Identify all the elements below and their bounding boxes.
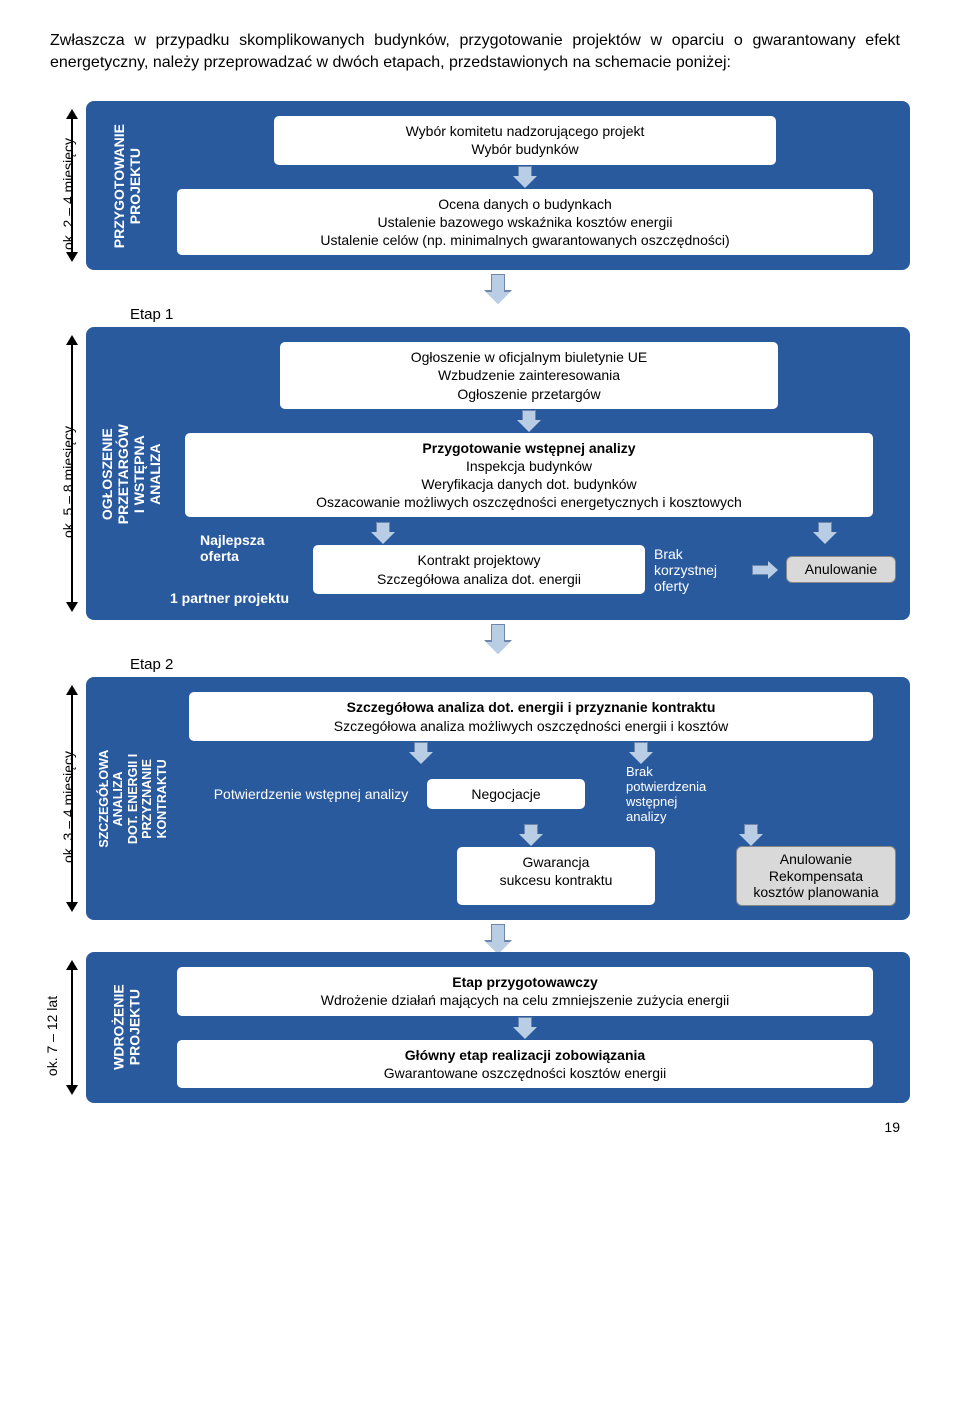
- no-offer-l1: Brak: [654, 546, 744, 562]
- confirm-label: Potwierdzenie wstępnej analizy: [206, 786, 416, 802]
- phase1-box-assessment: Ocena danych o budynkach Ustalenie bazow…: [176, 188, 873, 257]
- phase-3-row: ok. 3 – 4 miesięcy SZCZEGÓŁOWA ANALIZA D…: [30, 677, 910, 920]
- phase-4-panel: WDROŻENIE PROJEKTU Etap przygotowawczy W…: [86, 952, 910, 1103]
- best-offer-label: Najlepsza oferta: [200, 532, 302, 564]
- no-offer-label: Brak korzystnej oferty: [654, 546, 744, 594]
- phase1-box1-line1: Wybór komitetu nadzorującego projekt: [284, 122, 767, 140]
- phase-4-row: ok. 7 – 12 lat WDROŻENIE PROJEKTU Etap p…: [30, 952, 910, 1103]
- phase1-box-committee: Wybór komitetu nadzorującego projekt Wyb…: [273, 115, 778, 165]
- phase3-box3-l1: Gwarancja: [467, 853, 645, 871]
- p3c-l2: Rekompensata: [745, 868, 887, 885]
- arrow-down-icon: [373, 522, 393, 544]
- timeline-col-1: ok. 2 – 4 miesięcy: [30, 101, 86, 270]
- phase2-box3-l2: Szczegółowa analiza dot. energii: [323, 570, 635, 588]
- phase2-box3-l1: Kontrakt projektowy: [323, 551, 635, 569]
- arrow-down-icon: [815, 522, 835, 544]
- phase2-box-preliminary: Przygotowanie wstępnej analizy Inspekcja…: [184, 432, 874, 519]
- etap2-label: Etap 2: [130, 656, 910, 673]
- phase2-box1-l1: Ogłoszenie w oficjalnym biuletynie UE: [290, 348, 767, 366]
- phase2-box2-l3: Oszacowanie możliwych oszczędności energ…: [195, 493, 863, 511]
- phase-2-panel: OGŁOSZENIE PRZETARGÓW I WSTĘPNA ANALIZA …: [86, 327, 910, 620]
- arrow-down-icon: [411, 742, 431, 764]
- arrow-down-icon: [519, 410, 539, 432]
- phase2-cancel-box: Anulowanie: [786, 556, 896, 583]
- timeline-col-4: ok. 7 – 12 lat: [30, 952, 86, 1103]
- phase2-box2-title: Przygotowanie wstępnej analizy: [195, 439, 863, 457]
- phase3-box1-title: Szczegółowa analiza dot. energii i przyz…: [199, 698, 863, 716]
- timeline-arrow-1: [64, 109, 80, 262]
- phase3-box-detailed: Szczegółowa analiza dot. energii i przyz…: [188, 691, 874, 741]
- page-number: 19: [30, 1119, 910, 1135]
- timeline-arrow-4: [64, 960, 80, 1095]
- phase3-box3-l2: sukcesu kontraktu: [467, 871, 645, 889]
- phase2-box-contract: Kontrakt projektowy Szczegółowa analiza …: [312, 544, 646, 594]
- phase-1-vlabel: PRZYGOTOWANIE PROJEKTU: [100, 115, 154, 256]
- arrow-down-icon: [488, 624, 508, 654]
- connector-2: [86, 624, 910, 654]
- phase-2-vlabel: OGŁOSZENIE PRZETARGÓW I WSTĘPNA ANALIZA: [100, 341, 162, 606]
- phase-3-panel: SZCZEGÓŁOWA ANALIZA DOT. ENERGII I PRZYZ…: [86, 677, 910, 920]
- no-offer-l2: korzystnej: [654, 562, 744, 578]
- phase-1-row: ok. 2 – 4 miesięcy PRZYGOTOWANIE PROJEKT…: [30, 101, 910, 270]
- arrow-down-icon: [488, 274, 508, 304]
- nc-l2: potwierdzenia: [626, 779, 736, 794]
- connector-3: [86, 924, 910, 954]
- nc-l1: Brak: [626, 764, 736, 779]
- nc-l4: analizy: [626, 809, 736, 824]
- timeline-col-3: ok. 3 – 4 miesięcy: [30, 677, 86, 920]
- phase2-box2-l2: Weryfikacja danych dot. budynków: [195, 475, 863, 493]
- timeline-label-4: ok. 7 – 12 lat: [44, 995, 60, 1075]
- phase2-box1-l3: Ogłoszenie przetargów: [290, 385, 767, 403]
- phase1-box2-line2: Ustalenie bazowego wskaźnika kosztów ene…: [187, 213, 862, 231]
- phase4-box-preparatory: Etap przygotowawczy Wdrożenie działań ma…: [176, 966, 873, 1016]
- phase1-box1-line2: Wybór budynków: [284, 140, 767, 158]
- arrow-down-icon: [521, 824, 541, 846]
- timeline-col-2: ok. 5 – 8 miesięcy: [30, 327, 86, 620]
- no-confirm-label: Brak potwierdzenia wstępnej analizy: [626, 764, 736, 824]
- arrow-right-icon: [752, 561, 778, 579]
- phase3-box-guarantee: Gwarancja sukcesu kontraktu: [456, 846, 656, 906]
- arrow-down-icon: [515, 1017, 535, 1039]
- phase2-box-announcement: Ogłoszenie w oficjalnym biuletynie UE Wz…: [279, 341, 778, 410]
- phase1-box2-line1: Ocena danych o budynkach: [187, 195, 862, 213]
- phase4-box2-title: Główny etap realizacji zobowiązania: [187, 1046, 862, 1064]
- phase2-box1-l2: Wzbudzenie zainteresowania: [290, 366, 767, 384]
- arrow-down-icon: [631, 742, 651, 764]
- p3c-l3: kosztów planowania: [745, 884, 887, 901]
- phase-4-vlabel: WDROŻENIE PROJEKTU: [100, 966, 154, 1089]
- intro-paragraph: Zwłaszcza w przypadku skomplikowanych bu…: [30, 30, 910, 73]
- phase4-box-main: Główny etap realizacji zobowiązania Gwar…: [176, 1039, 873, 1089]
- phase1-box2-line3: Ustalenie celów (np. minimalnych gwarant…: [187, 231, 862, 249]
- phase3-box1-l1: Szczegółowa analiza możliwych oszczędnoś…: [199, 717, 863, 735]
- phase2-box2-l1: Inspekcja budynków: [195, 457, 863, 475]
- no-offer-l3: oferty: [654, 578, 744, 594]
- arrow-down-icon: [741, 824, 761, 846]
- phase3-cancel-box: Anulowanie Rekompensata kosztów planowan…: [736, 846, 896, 906]
- etap1-label: Etap 1: [130, 306, 910, 323]
- partner-label: 1 partner projektu: [170, 590, 289, 606]
- phase-2-row: ok. 5 – 8 miesięcy OGŁOSZENIE PRZETARGÓW…: [30, 327, 910, 620]
- nc-l3: wstępnej: [626, 794, 736, 809]
- arrow-down-icon: [488, 924, 508, 954]
- timeline-arrow-3: [64, 685, 80, 912]
- phase4-box1-l1: Wdrożenie działań mających na celu zmnie…: [187, 991, 862, 1009]
- timeline-arrow-2: [64, 335, 80, 612]
- phase3-box-negotiations: Negocjacje: [426, 778, 586, 810]
- phase4-box1-title: Etap przygotowawczy: [187, 973, 862, 991]
- arrow-down-icon: [515, 166, 535, 188]
- connector-1: [86, 274, 910, 304]
- phase4-box2-l1: Gwarantowane oszczędności kosztów energi…: [187, 1064, 862, 1082]
- p3c-l1: Anulowanie: [745, 851, 887, 868]
- phase-1-panel: PRZYGOTOWANIE PROJEKTU Wybór komitetu na…: [86, 101, 910, 270]
- phase-3-vlabel: SZCZEGÓŁOWA ANALIZA DOT. ENERGII I PRZYZ…: [100, 691, 166, 906]
